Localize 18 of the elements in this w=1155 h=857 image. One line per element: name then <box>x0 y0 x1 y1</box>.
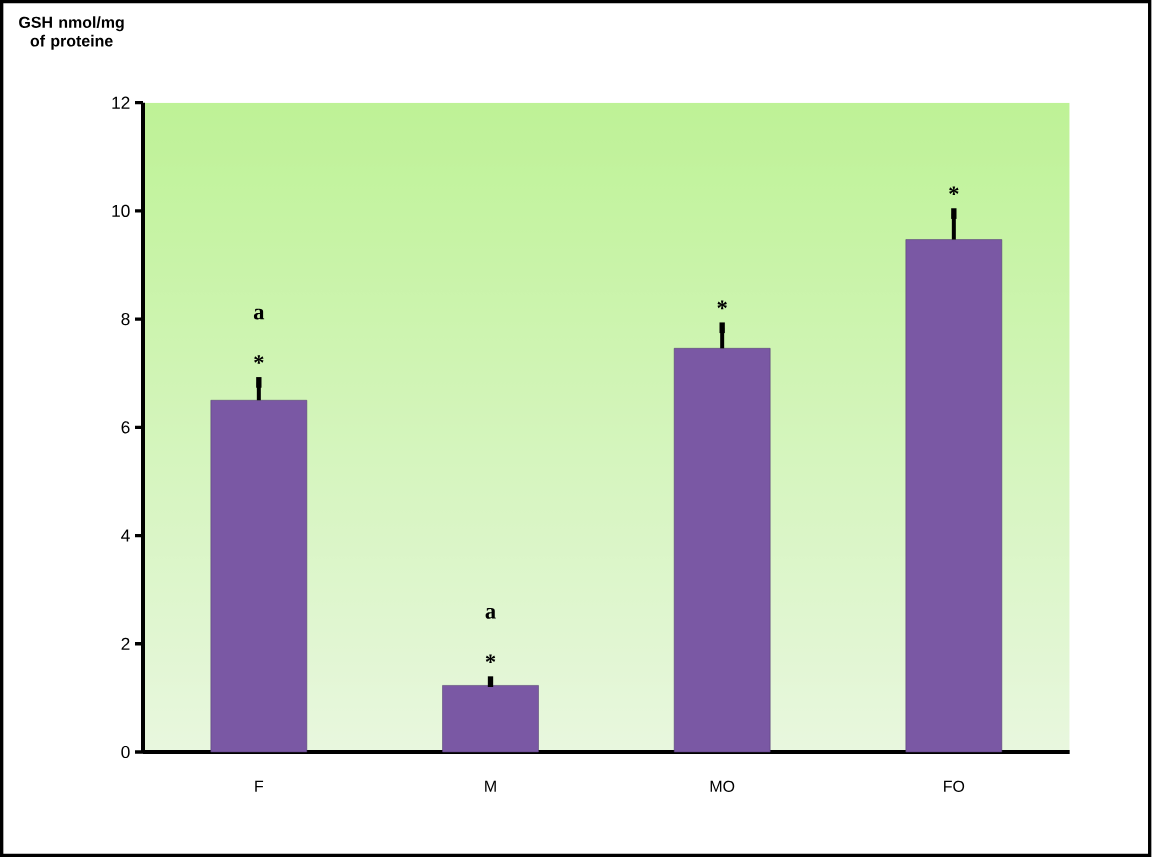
x-tick-label: F <box>255 780 264 792</box>
y-tick-label: 2 <box>121 637 130 650</box>
y-tick-label: 0 <box>121 745 130 759</box>
y-tick-label: 8 <box>121 312 130 326</box>
annotation: a <box>485 607 496 619</box>
x-tick-label: MO <box>710 780 735 792</box>
x-tick-label: FO <box>944 780 965 792</box>
y-tick-label: 12 <box>112 96 130 109</box>
annotation: * <box>485 654 496 664</box>
x-tick-label: M <box>485 780 496 792</box>
annotation: * <box>254 355 264 364</box>
annotation: * <box>949 186 959 195</box>
y-tick-label: 6 <box>121 421 130 434</box>
y-axis-title: GSH nmol/mg of proteine <box>19 16 124 50</box>
annotation: a <box>253 308 265 320</box>
y-tick-label: 4 <box>121 529 130 542</box>
annotation: * <box>717 300 727 310</box>
y-tick-label: 10 <box>112 204 130 217</box>
